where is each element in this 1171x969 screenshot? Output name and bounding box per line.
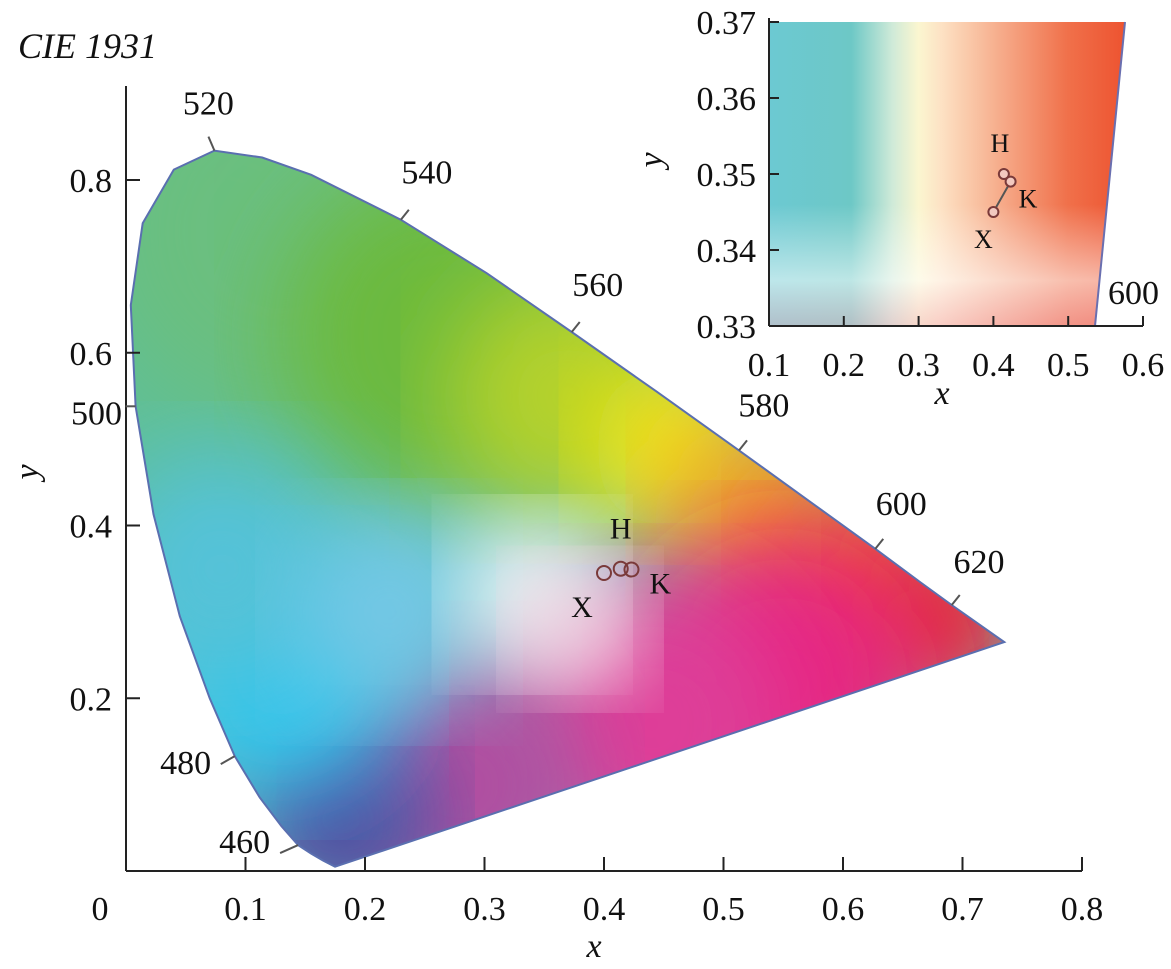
main-tick-labels: 0 0.1 0.2 0.3 0.4 0.5 0.6 0.7 0.8 0.2 0.4 0.6 0.8: [70, 163, 1104, 928]
sample-point-label-X: X: [571, 591, 593, 624]
x-tick-label: 0.6: [822, 891, 865, 928]
wavelength-label-580: 580: [738, 387, 789, 424]
inset-x-tick-label: 0.3: [897, 347, 940, 384]
sample-point-X: [596, 565, 612, 582]
wavelength-leader-line: [400, 209, 410, 221]
inset-chart: 0.1 0.2 0.3 0.4 0.5 0.6 0.33 0.34 0.35 0.36 0.37 x…: [633, 5, 1164, 412]
inset-y-tick-label: 0.37: [697, 5, 757, 42]
wavelength-label-560: 560: [572, 267, 623, 304]
wavelength-leader-line: [279, 844, 299, 855]
inset-axes: [768, 18, 1144, 327]
inset-locus-label-600: 600: [1108, 275, 1159, 312]
y-axis-title: y: [9, 464, 46, 483]
inset-locus-outline: [1094, 21, 1126, 327]
spectral-locus-outline: [129, 149, 1007, 868]
inset-sample-point-H: [997, 168, 1010, 180]
y-tick-label: 0.2: [70, 681, 113, 718]
wavelength-label-520: 520: [183, 86, 234, 123]
x-tick-label: 0: [92, 891, 109, 928]
inset-y-tick-label: 0.35: [697, 157, 757, 194]
wavelength-leader-line: [738, 439, 748, 451]
inset-x-tick-label: 0.5: [1047, 347, 1090, 384]
inset-sample-point-label-K: K: [1019, 185, 1038, 214]
main-sample-points: HK X: [571, 513, 671, 624]
wavelength-label-500: 500: [71, 395, 122, 432]
main-axes: [125, 86, 1083, 872]
inset-y-tick-label: 0.34: [697, 233, 757, 270]
inset-y-tick-label: 0.36: [697, 81, 757, 118]
wavelength-leader-line: [950, 594, 961, 606]
inset-x-tick-label: 0.2: [823, 347, 866, 384]
inset-sample-point-K: [1004, 175, 1017, 188]
wavelength-label-620: 620: [953, 544, 1004, 581]
sample-point-K: [623, 561, 640, 578]
inset-sample-points: HKX: [974, 129, 1038, 254]
inset-y-axis-title: y: [633, 152, 670, 171]
inset-y-tick-label: 0.33: [697, 309, 757, 346]
sample-point-label-K: K: [649, 568, 671, 601]
inset-x-tick-label: 0.6: [1122, 347, 1165, 384]
sample-point-label-H: H: [610, 513, 632, 546]
y-tick-label: 0.8: [70, 163, 113, 200]
inset-x-tick-label: 0.1: [748, 347, 791, 384]
wavelength-label-540: 540: [401, 155, 452, 192]
wavelength-leader-line: [874, 538, 885, 550]
x-tick-label: 0.4: [583, 891, 626, 928]
x-tick-label: 0.2: [344, 891, 387, 928]
inset-sample-point-label-X: X: [974, 225, 993, 254]
x-axis-title: x: [585, 928, 601, 965]
x-tick-label: 0.5: [702, 891, 745, 928]
x-tick-label: 0.1: [224, 891, 267, 928]
inset-x-axis-title: x: [933, 375, 949, 412]
inset-color-fill: [769, 22, 1125, 326]
inset-sample-point-label-H: H: [990, 129, 1009, 158]
y-tick-label: 0.4: [70, 509, 113, 546]
wavelength-leader-line: [220, 755, 236, 765]
inset-x-tick-label: 0.4: [972, 347, 1015, 384]
wavelength-label-460: 460: [219, 824, 270, 861]
inset-tick-labels: 0.1 0.2 0.3 0.4 0.5 0.6 0.33 0.34 0.35 0.36 0.37: [697, 5, 1165, 384]
wavelength-leader-line: [570, 321, 581, 333]
wavelength-leader-line: [207, 136, 216, 152]
inset-sample-point-X: [987, 206, 1000, 218]
wavelength-label-600: 600: [876, 486, 927, 523]
wavelength-label-480: 480: [160, 745, 211, 782]
x-tick-label: 0.7: [941, 891, 984, 928]
x-tick-label: 0.3: [463, 891, 506, 928]
y-tick-label: 0.6: [70, 336, 113, 373]
wavelength-labels: 460 480 500 520 540 560 580 600 620: [71, 86, 1004, 861]
sample-point-H: [612, 560, 629, 577]
x-tick-label: 0.8: [1061, 891, 1104, 928]
chart-title: CIE 1931: [18, 26, 157, 66]
